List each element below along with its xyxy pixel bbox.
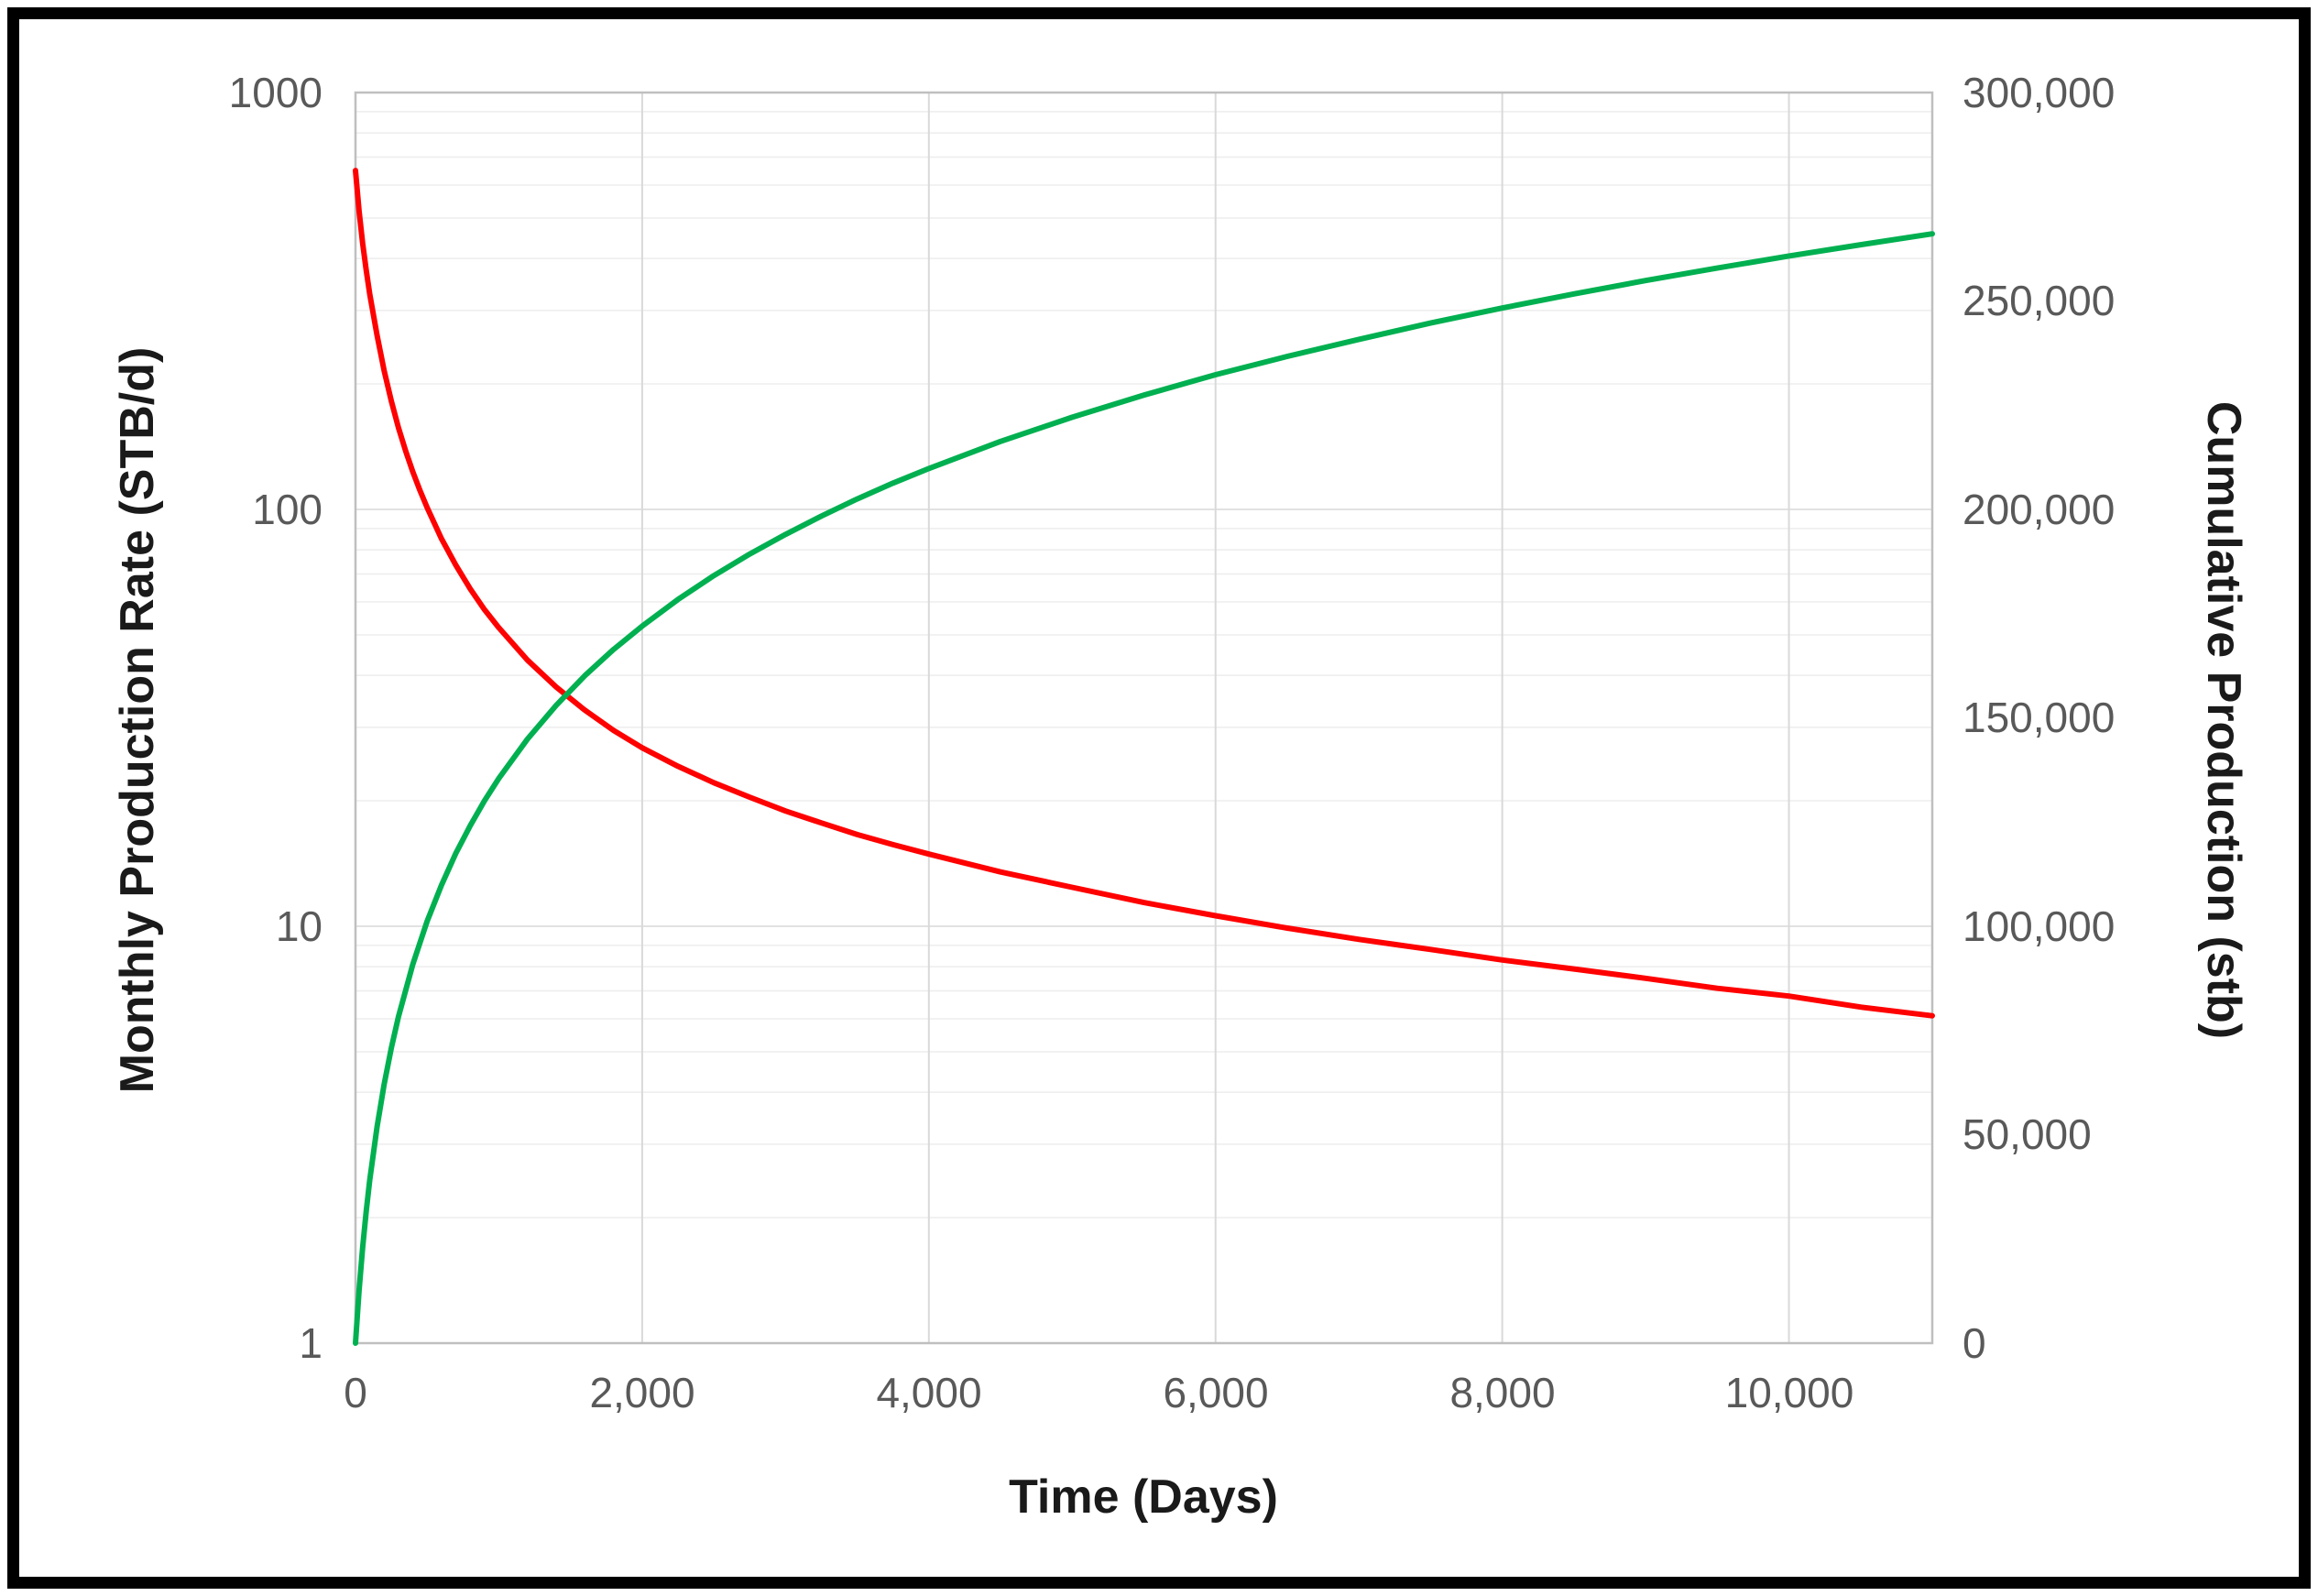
x-tick-4000: 4,000: [876, 1369, 982, 1416]
y-right-tick-0: 0: [1963, 1319, 1986, 1367]
x-tick-6000: 6,000: [1163, 1369, 1269, 1416]
x-tick-0: 0: [344, 1369, 367, 1416]
x-tick-8000: 8,000: [1449, 1369, 1556, 1416]
y-right-tick-100000: 100,000: [1963, 902, 2116, 950]
y-left-tick-1000: 1000: [228, 69, 323, 116]
y-axis-right-title: Cumulative Production (stb): [2197, 400, 2250, 1040]
cumulative-series-line: [353, 231, 1935, 1346]
plot-area-border: [354, 91, 1934, 1345]
y-left-tick-1: 1: [299, 1319, 323, 1367]
y-right-tick-300000: 300,000: [1963, 69, 2116, 116]
y-right-tick-250000: 250,000: [1963, 277, 2116, 324]
rate-series-line: [353, 168, 1935, 1019]
y-right-tick-200000: 200,000: [1963, 486, 2116, 533]
y-left-tick-10: 10: [275, 902, 323, 950]
chart-outer-border: [7, 7, 2311, 1589]
x-tick-10000: 10,000: [1724, 1369, 1854, 1416]
y-right-tick-50000: 50,000: [1963, 1110, 2092, 1158]
y-right-tick-150000: 150,000: [1963, 694, 2116, 741]
y-left-tick-100: 100: [252, 486, 323, 533]
x-axis-title: Time (Days): [1009, 1470, 1278, 1524]
x-tick-2000: 2,000: [589, 1369, 695, 1416]
y-axis-left-title: Monthly Production Rate (STB/d): [111, 346, 164, 1094]
